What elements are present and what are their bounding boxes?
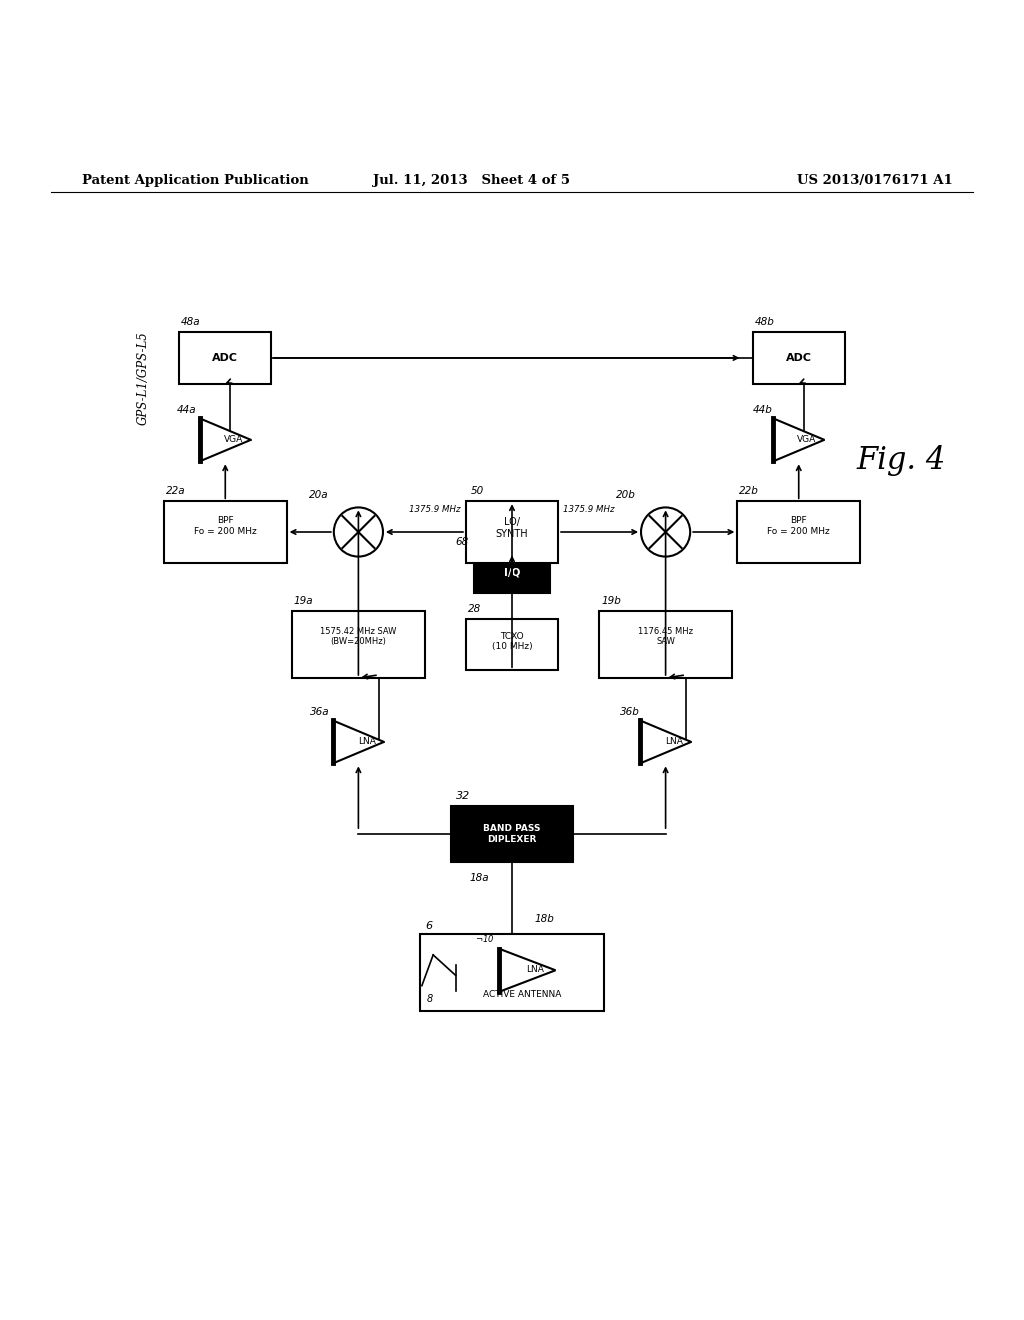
Text: 48a: 48a [181,317,201,327]
Text: 22b: 22b [739,486,759,496]
Text: Jul. 11, 2013   Sheet 4 of 5: Jul. 11, 2013 Sheet 4 of 5 [373,174,569,186]
Polygon shape [333,721,384,763]
Polygon shape [773,418,824,462]
Text: VGA: VGA [224,436,243,445]
Text: BPF
Fo = 200 MHz: BPF Fo = 200 MHz [767,516,830,536]
Polygon shape [200,418,251,462]
Text: 1176.45 MHz
SAW: 1176.45 MHz SAW [638,627,693,647]
Text: 50: 50 [471,486,484,496]
Text: 20a: 20a [309,490,329,500]
Bar [737,502,860,562]
Text: 8: 8 [427,994,433,1005]
Text: Fig. 4: Fig. 4 [856,445,946,475]
Text: 19a: 19a [294,597,313,606]
Text: 32: 32 [456,791,470,801]
Text: 18a: 18a [470,873,489,883]
Text: VGA: VGA [798,436,816,445]
Bar [292,611,425,678]
Circle shape [334,507,383,557]
Text: ACTIVE ANTENNA: ACTIVE ANTENNA [483,990,561,999]
Text: BPF
Fo = 200 MHz: BPF Fo = 200 MHz [194,516,257,536]
Bar [420,935,604,1011]
Text: ADC: ADC [785,352,812,363]
Text: I/Q: I/Q [504,568,520,578]
Bar [466,502,558,562]
Text: 1575.42 MHz SAW
(BW=20MHz): 1575.42 MHz SAW (BW=20MHz) [321,627,396,647]
Text: 6: 6 [425,921,432,931]
Text: LO/
SYNTH: LO/ SYNTH [496,517,528,539]
Text: 36a: 36a [310,708,330,717]
Bar [179,333,271,384]
Text: 44a: 44a [177,405,197,416]
Text: 20b: 20b [616,490,636,500]
Bar [599,611,732,678]
Bar [473,553,551,594]
Text: US 2013/0176171 A1: US 2013/0176171 A1 [797,174,952,186]
Bar [753,333,845,384]
Polygon shape [500,949,555,991]
Text: 28: 28 [468,603,481,614]
Text: LNA: LNA [665,738,683,746]
Text: 18b: 18b [535,913,554,924]
Text: LNA: LNA [357,738,376,746]
Text: 1375.9 MHz: 1375.9 MHz [563,506,614,513]
Text: BAND PASS
DIPLEXER: BAND PASS DIPLEXER [483,824,541,843]
Polygon shape [640,721,691,763]
Text: 1375.9 MHz: 1375.9 MHz [410,506,461,513]
Text: 36b: 36b [620,708,639,717]
Bar [451,807,573,862]
Text: ADC: ADC [212,352,239,363]
Circle shape [641,507,690,557]
Bar [466,619,558,671]
Text: Patent Application Publication: Patent Application Publication [82,174,308,186]
Text: GPS-L1/GPS-L5: GPS-L1/GPS-L5 [137,331,150,425]
Text: 19b: 19b [601,597,621,606]
Text: TCXO
(10 MHz): TCXO (10 MHz) [492,632,532,651]
Bar [164,502,287,562]
Text: 44b: 44b [753,405,772,416]
Text: 68: 68 [456,537,469,548]
Text: 48b: 48b [755,317,774,327]
Text: 22a: 22a [166,486,185,496]
Text: LNA: LNA [526,965,545,974]
Text: $\neg$10: $\neg$10 [475,933,494,944]
